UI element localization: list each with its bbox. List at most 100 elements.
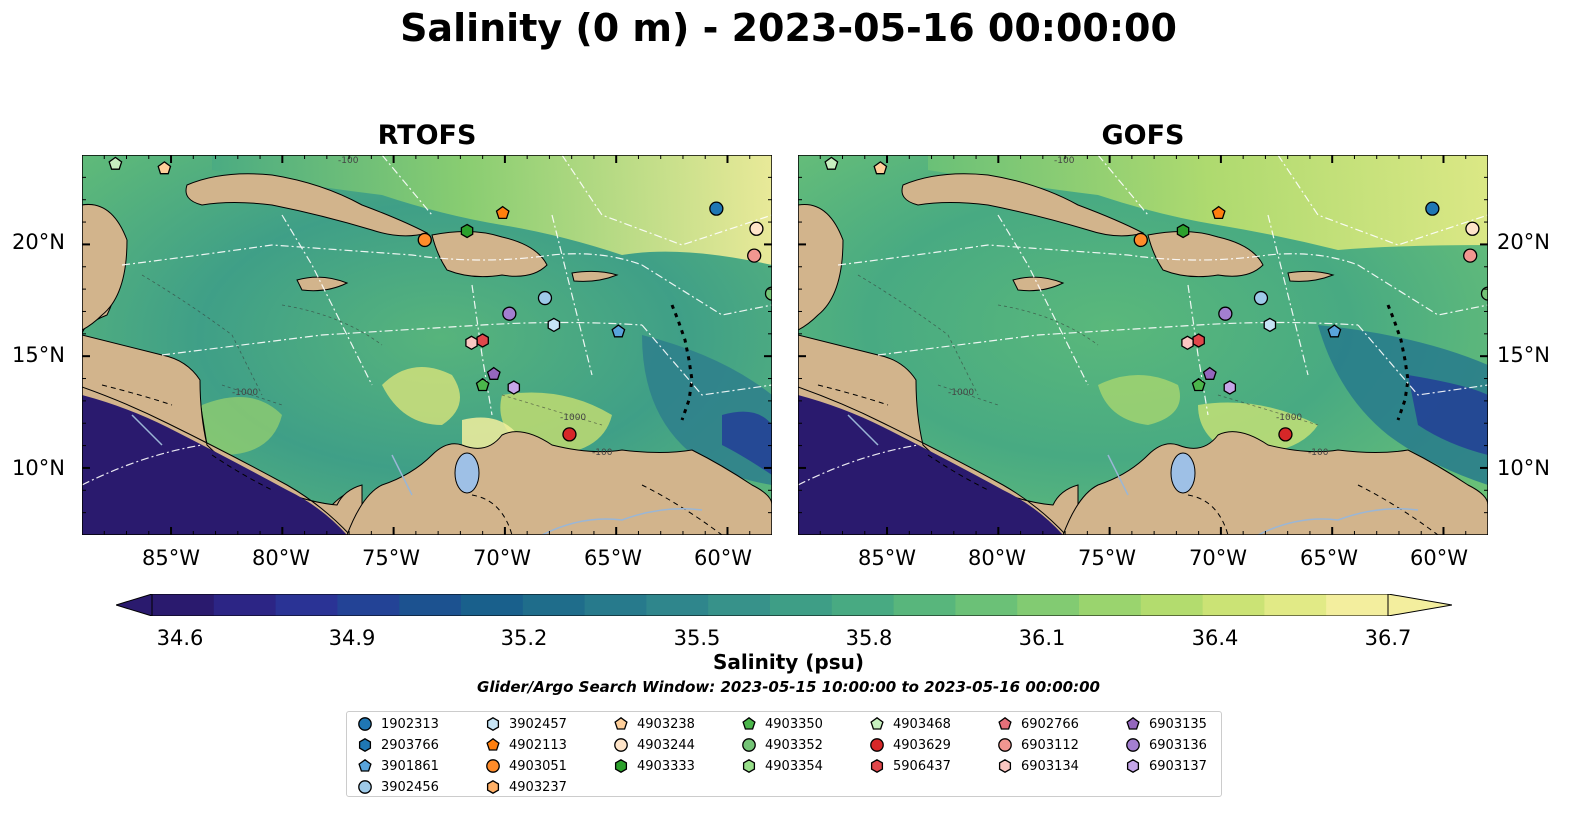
- float-marker-4903352[interactable]: [1480, 286, 1489, 301]
- legend-item-6903137[interactable]: 6903137: [1125, 756, 1207, 776]
- float-marker-4903333[interactable]: [1176, 223, 1190, 239]
- float-marker-4903629[interactable]: [1278, 427, 1293, 442]
- float-marker-6903134[interactable]: [1181, 335, 1194, 351]
- legend-marker-icon: [486, 717, 500, 731]
- legend-item-6903135[interactable]: 6903135: [1125, 714, 1207, 734]
- colorbar-segment: [1017, 594, 1080, 616]
- lake-maracaibo: [1170, 452, 1196, 494]
- legend-item-6903112[interactable]: 6903112: [997, 735, 1079, 755]
- map-panel-rtofs[interactable]: -100 -1000 -1000 -100: [82, 155, 772, 535]
- float-marker-4903238[interactable]: [157, 161, 172, 175]
- legend-item-4903629[interactable]: 4903629: [869, 735, 951, 755]
- float-marker-6903137[interactable]: [1223, 380, 1237, 395]
- float-marker-4903238[interactable]: [873, 161, 888, 175]
- float-marker-4903350[interactable]: [1191, 377, 1206, 392]
- legend-item-4903237[interactable]: 4903237: [485, 777, 567, 797]
- float-marker-6903136[interactable]: [502, 306, 517, 321]
- colorbar-title: Salinity (psu): [712, 650, 864, 674]
- float-marker-5906437[interactable]: [476, 333, 489, 348]
- legend-item-3902456[interactable]: 3902456: [357, 777, 439, 797]
- colorbar-segment: [1264, 594, 1327, 616]
- legend-marker: [1126, 716, 1140, 730]
- atlantic-high-salinity: [928, 155, 1488, 250]
- float-marker-4902113[interactable]: [1211, 205, 1226, 220]
- legend-label: 6903135: [1149, 716, 1207, 732]
- float-marker-6903134[interactable]: [465, 335, 478, 351]
- float-marker-4903333[interactable]: [460, 223, 474, 239]
- bathymetry-label: -1000: [232, 388, 258, 398]
- eez-boundaries: [82, 155, 772, 486]
- float-marker-4903352[interactable]: [764, 286, 773, 301]
- legend-item-4903333[interactable]: 4903333: [613, 756, 695, 776]
- float-marker-5906437[interactable]: [1192, 333, 1205, 348]
- legend-item-6903134[interactable]: 6903134: [997, 756, 1079, 776]
- bathymetry-label: -100: [592, 448, 613, 458]
- float-marker-6903112[interactable]: [1463, 248, 1478, 263]
- legend-item-3901861[interactable]: 3901861: [357, 756, 439, 776]
- legend-marker-icon: [614, 738, 628, 752]
- legend-marker: [998, 738, 1012, 752]
- colorbar-segment: [831, 594, 895, 616]
- float-marker-4903468[interactable]: [824, 156, 839, 170]
- legend-marker: [998, 759, 1012, 773]
- legend-item-4903051[interactable]: 4903051: [485, 756, 567, 776]
- legend-item-4903350[interactable]: 4903350: [741, 714, 823, 734]
- float-marker-4903051[interactable]: [417, 232, 432, 248]
- float-marker-4903051[interactable]: [1133, 232, 1148, 248]
- float-marker-3902457[interactable]: [547, 317, 561, 333]
- colorbar-segment: [893, 594, 956, 616]
- legend-marker: [870, 759, 884, 773]
- float-marker-6903137[interactable]: [507, 380, 521, 395]
- legend-marker-icon: [486, 737, 500, 751]
- rivers: [847, 414, 1419, 535]
- float-marker-4903244[interactable]: [749, 221, 764, 236]
- float-marker-4903629[interactable]: [562, 427, 577, 442]
- panel-title-rtofs: RTOFS: [377, 120, 477, 151]
- legend-marker-icon: [742, 759, 756, 773]
- float-marker-4903468[interactable]: [108, 156, 123, 170]
- legend-marker: [614, 716, 628, 730]
- float-marker-3901861[interactable]: [1327, 324, 1342, 338]
- float-marker-6903136[interactable]: [1218, 306, 1233, 321]
- legend-item-4902113[interactable]: 4902113: [485, 735, 567, 755]
- legend-item-4903468[interactable]: 4903468: [869, 714, 951, 734]
- colorbar-segment: [770, 594, 833, 616]
- legend-item-4903238[interactable]: 4903238: [613, 714, 695, 734]
- colorbar-tick-label: 34.6: [156, 626, 204, 650]
- legend-marker-icon: [870, 738, 884, 752]
- float-marker-6903135[interactable]: [486, 366, 501, 380]
- float-marker-6903135[interactable]: [1202, 366, 1217, 380]
- float-marker-4903350[interactable]: [475, 377, 490, 392]
- float-marker-1902313[interactable]: [1425, 201, 1440, 216]
- float-marker-3901861[interactable]: [611, 324, 626, 338]
- float-marker-3902456[interactable]: [1253, 290, 1269, 306]
- legend-label: 3902456: [381, 779, 439, 795]
- float-marker-3902457[interactable]: [1263, 317, 1277, 333]
- lat-label-10n-right: 10°N: [1497, 456, 1550, 480]
- colorbar-tick-label: 36.4: [1191, 626, 1239, 650]
- yucatan-land: [798, 203, 844, 331]
- colorbar-segment: [461, 594, 524, 616]
- float-marker-4903244[interactable]: [1465, 221, 1480, 236]
- legend-item-3902457[interactable]: 3902457: [485, 714, 567, 734]
- legend-item-4903352[interactable]: 4903352: [741, 735, 823, 755]
- legend-item-5906437[interactable]: 5906437: [869, 756, 951, 776]
- legend-item-2903766[interactable]: 2903766: [357, 735, 439, 755]
- legend-item-6902766[interactable]: 6902766: [997, 714, 1079, 734]
- float-marker-6903112[interactable]: [747, 248, 762, 263]
- lon-label-60w-right: 60°W: [1410, 546, 1468, 570]
- lat-label-10n-left: 10°N: [12, 456, 65, 480]
- map-panel-gofs[interactable]: -100 -1000 -1000 -100: [798, 155, 1488, 535]
- legend-item-4903354[interactable]: 4903354: [741, 756, 823, 776]
- float-marker-1902313[interactable]: [709, 201, 724, 216]
- legend-item-4903244[interactable]: 4903244: [613, 735, 695, 755]
- legend-label: 1902313: [381, 716, 439, 732]
- legend-item-6903136[interactable]: 6903136: [1125, 735, 1207, 755]
- float-marker-3902456[interactable]: [537, 290, 553, 306]
- float-marker-4902113[interactable]: [495, 205, 510, 220]
- legend-label: 4903051: [509, 758, 567, 774]
- salinity-patch: [199, 397, 282, 455]
- legend-marker: [870, 738, 884, 752]
- panel-title-gofs: GOFS: [1101, 120, 1185, 151]
- legend-item-1902313[interactable]: 1902313: [357, 714, 439, 734]
